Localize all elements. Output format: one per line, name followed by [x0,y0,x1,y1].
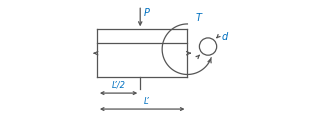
Text: d: d [221,32,227,42]
Text: L’/2: L’/2 [112,81,126,90]
Text: T: T [195,13,201,23]
Text: L’: L’ [144,97,150,106]
Text: P: P [144,8,149,18]
